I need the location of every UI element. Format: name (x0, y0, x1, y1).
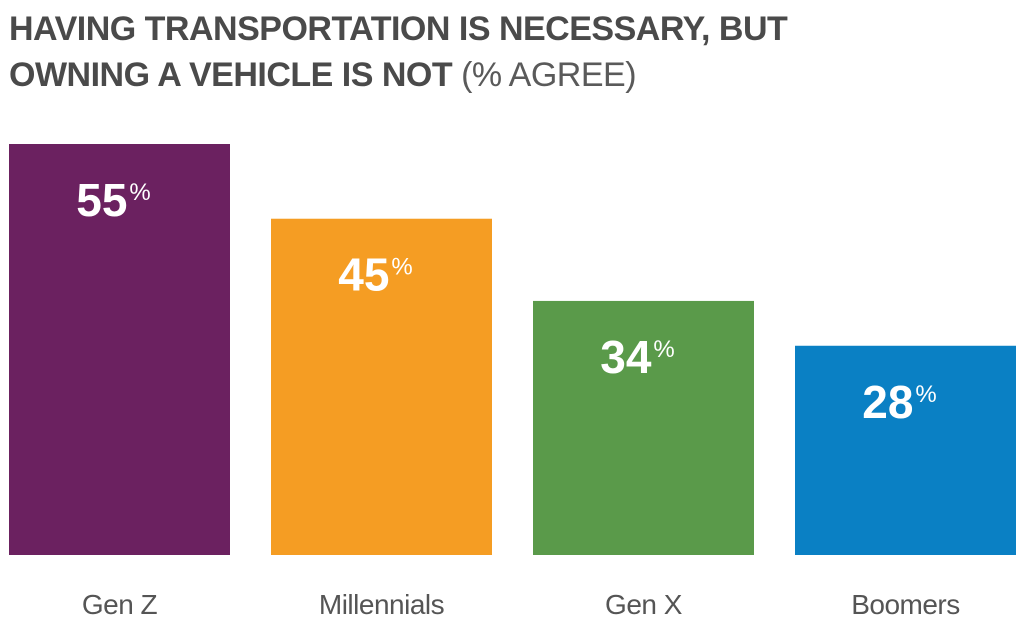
bar-value-label: 28% (862, 376, 937, 428)
title-line-2: OWNING A VEHICLE IS NOT (9, 56, 453, 94)
category-label: Gen X (605, 589, 683, 620)
bar-group-millennials: 45% Millennials (271, 218, 492, 620)
title-line-1: HAVING TRANSPORTATION IS NECESSARY, BUT (9, 10, 788, 48)
bar (533, 300, 754, 555)
title-suffix: (% AGREE) (461, 56, 637, 94)
bar (271, 218, 492, 555)
bar-group-boomers: 28% Boomers (795, 345, 1016, 620)
bar-value-label: 55% (76, 174, 151, 226)
bar-group-gen-z: 55% Gen Z (9, 144, 230, 620)
category-label: Boomers (851, 589, 960, 620)
bar (9, 144, 230, 555)
bar-value-label: 34% (600, 331, 675, 383)
bar-group-gen-x: 34% Gen X (533, 300, 754, 620)
category-label: Gen Z (82, 589, 158, 620)
bar-value-label: 45% (338, 249, 413, 301)
chart-title: HAVING TRANSPORTATION IS NECESSARY, BUT … (9, 6, 1009, 98)
category-label: Millennials (319, 589, 444, 620)
bar (795, 345, 1016, 555)
